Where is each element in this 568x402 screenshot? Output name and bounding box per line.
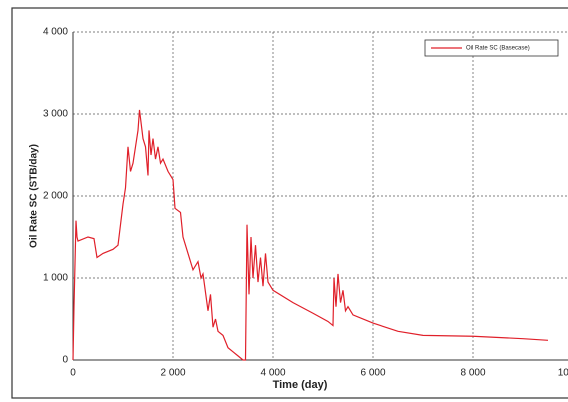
y-tick-label: 4 000: [43, 27, 68, 38]
x-tick-label: 10 000: [558, 368, 568, 379]
legend-label: Oil Rate SC (Basecase): [466, 46, 530, 52]
y-tick-label: 2 000: [43, 191, 68, 202]
x-tick-label: 6 000: [360, 368, 385, 379]
y-tick-label: 0: [62, 355, 68, 366]
x-tick-label: 2 000: [160, 368, 185, 379]
y-tick-label: 1 000: [43, 273, 68, 284]
x-tick-label: 0: [70, 368, 76, 379]
y-tick-label: 3 000: [43, 109, 68, 120]
legend-box: [424, 39, 559, 57]
x-axis-label: Time (day): [273, 379, 328, 391]
x-tick-label: 4 000: [260, 368, 285, 379]
x-tick-label: 8 000: [460, 368, 485, 379]
y-axis-label: Oil Rate SC (STB/day): [29, 144, 40, 248]
data-line: [72, 109, 549, 361]
frame: [11, 7, 568, 399]
